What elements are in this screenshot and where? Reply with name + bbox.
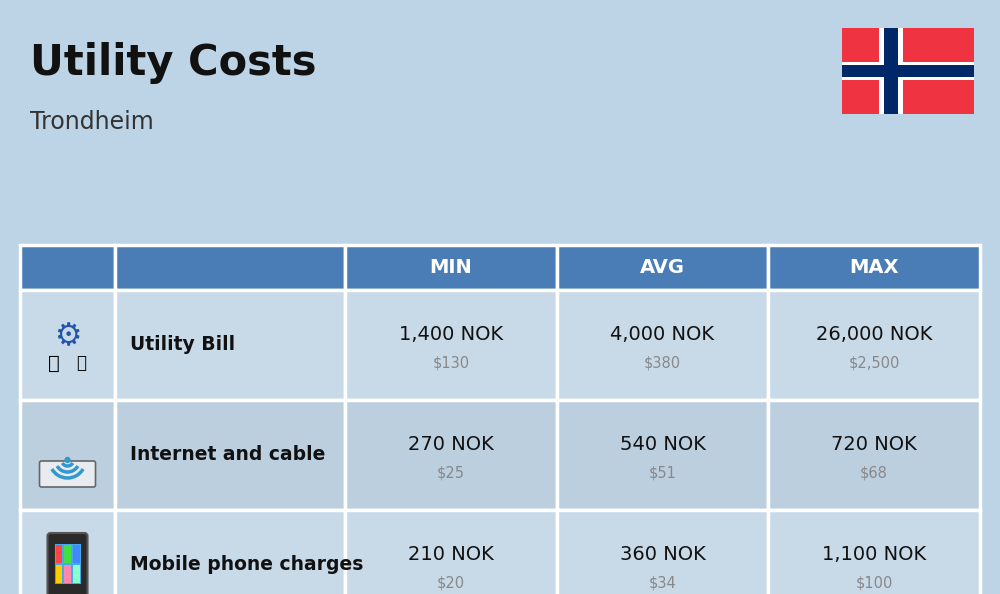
FancyBboxPatch shape <box>842 28 974 114</box>
FancyBboxPatch shape <box>115 290 345 400</box>
Circle shape <box>65 457 70 463</box>
FancyBboxPatch shape <box>345 510 557 594</box>
FancyBboxPatch shape <box>345 290 557 400</box>
Text: Utility Bill: Utility Bill <box>130 336 235 355</box>
FancyBboxPatch shape <box>64 545 71 563</box>
Text: 1,400 NOK: 1,400 NOK <box>399 326 503 345</box>
FancyBboxPatch shape <box>768 510 980 594</box>
Text: MAX: MAX <box>849 258 899 277</box>
FancyBboxPatch shape <box>879 28 903 114</box>
FancyBboxPatch shape <box>768 245 980 290</box>
Text: $130: $130 <box>432 355 469 371</box>
FancyBboxPatch shape <box>557 245 768 290</box>
Text: 🔌: 🔌 <box>48 353 59 372</box>
FancyBboxPatch shape <box>345 400 557 510</box>
Text: 1,100 NOK: 1,100 NOK <box>822 545 926 564</box>
Text: Internet and cable: Internet and cable <box>130 446 325 465</box>
Text: MIN: MIN <box>429 258 472 277</box>
FancyBboxPatch shape <box>557 510 768 594</box>
FancyBboxPatch shape <box>884 28 898 114</box>
FancyBboxPatch shape <box>40 461 96 487</box>
Text: $100: $100 <box>855 576 893 590</box>
FancyBboxPatch shape <box>20 400 115 510</box>
FancyBboxPatch shape <box>73 565 80 583</box>
FancyBboxPatch shape <box>56 565 62 583</box>
FancyBboxPatch shape <box>48 533 88 594</box>
FancyBboxPatch shape <box>768 400 980 510</box>
Text: 📦: 📦 <box>76 354 87 372</box>
FancyBboxPatch shape <box>842 65 974 77</box>
FancyBboxPatch shape <box>20 290 115 400</box>
FancyBboxPatch shape <box>557 290 768 400</box>
Text: $2,500: $2,500 <box>848 355 900 371</box>
FancyBboxPatch shape <box>842 62 974 80</box>
FancyBboxPatch shape <box>56 545 62 563</box>
Text: 26,000 NOK: 26,000 NOK <box>816 326 932 345</box>
Text: $51: $51 <box>649 466 676 481</box>
FancyBboxPatch shape <box>54 544 80 584</box>
Text: 540 NOK: 540 NOK <box>620 435 705 454</box>
FancyBboxPatch shape <box>20 510 115 594</box>
Text: 360 NOK: 360 NOK <box>620 545 705 564</box>
FancyBboxPatch shape <box>73 545 80 563</box>
FancyBboxPatch shape <box>64 565 71 583</box>
Text: $34: $34 <box>649 576 676 590</box>
FancyBboxPatch shape <box>115 400 345 510</box>
Text: 210 NOK: 210 NOK <box>408 545 494 564</box>
Text: Trondheim: Trondheim <box>30 110 154 134</box>
Text: 270 NOK: 270 NOK <box>408 435 494 454</box>
FancyBboxPatch shape <box>115 245 345 290</box>
Text: $20: $20 <box>437 576 465 590</box>
FancyBboxPatch shape <box>768 290 980 400</box>
Text: $25: $25 <box>437 466 465 481</box>
Text: $68: $68 <box>860 466 888 481</box>
Text: AVG: AVG <box>640 258 685 277</box>
Text: 720 NOK: 720 NOK <box>831 435 917 454</box>
FancyBboxPatch shape <box>345 245 557 290</box>
Text: Mobile phone charges: Mobile phone charges <box>130 555 363 574</box>
FancyBboxPatch shape <box>20 245 115 290</box>
Text: Utility Costs: Utility Costs <box>30 42 316 84</box>
Text: $380: $380 <box>644 355 681 371</box>
Text: 4,000 NOK: 4,000 NOK <box>610 326 714 345</box>
FancyBboxPatch shape <box>115 510 345 594</box>
FancyBboxPatch shape <box>557 400 768 510</box>
Text: ⚙: ⚙ <box>54 323 81 352</box>
